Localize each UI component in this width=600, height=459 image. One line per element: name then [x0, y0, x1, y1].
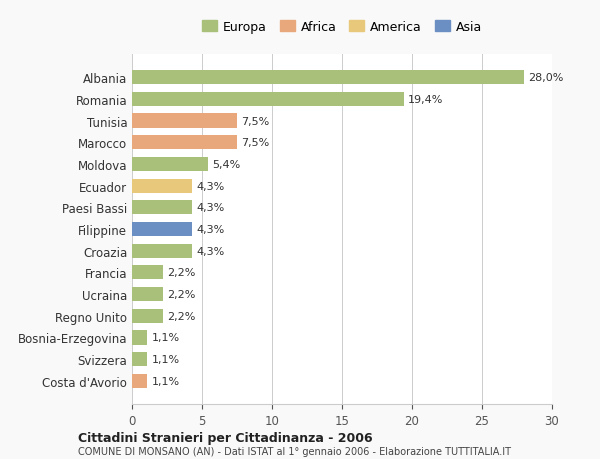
- Bar: [132, 266, 163, 280]
- Text: 19,4%: 19,4%: [408, 95, 443, 105]
- Text: 4,3%: 4,3%: [196, 224, 224, 235]
- Text: 5,4%: 5,4%: [212, 160, 240, 169]
- Text: 4,3%: 4,3%: [196, 181, 224, 191]
- Bar: [132, 309, 163, 323]
- Text: 2,2%: 2,2%: [167, 290, 196, 299]
- Bar: [132, 287, 163, 302]
- Text: 4,3%: 4,3%: [196, 203, 224, 213]
- Bar: [132, 223, 192, 236]
- Text: 1,1%: 1,1%: [152, 333, 180, 343]
- Bar: [132, 353, 148, 366]
- Text: 4,3%: 4,3%: [196, 246, 224, 256]
- Text: 1,1%: 1,1%: [152, 354, 180, 364]
- Bar: [132, 93, 404, 106]
- Text: Cittadini Stranieri per Cittadinanza - 2006: Cittadini Stranieri per Cittadinanza - 2…: [78, 431, 373, 444]
- Bar: [132, 136, 237, 150]
- Bar: [132, 244, 192, 258]
- Bar: [132, 114, 237, 129]
- Bar: [132, 179, 192, 193]
- Text: 2,2%: 2,2%: [167, 311, 196, 321]
- Legend: Europa, Africa, America, Asia: Europa, Africa, America, Asia: [197, 16, 487, 39]
- Bar: [132, 374, 148, 388]
- Bar: [132, 157, 208, 172]
- Text: 7,5%: 7,5%: [241, 138, 269, 148]
- Text: 28,0%: 28,0%: [528, 73, 563, 83]
- Text: COMUNE DI MONSANO (AN) - Dati ISTAT al 1° gennaio 2006 - Elaborazione TUTTITALIA: COMUNE DI MONSANO (AN) - Dati ISTAT al 1…: [78, 447, 511, 456]
- Text: 7,5%: 7,5%: [241, 116, 269, 126]
- Bar: [132, 71, 524, 85]
- Bar: [132, 201, 192, 215]
- Text: 2,2%: 2,2%: [167, 268, 196, 278]
- Text: 1,1%: 1,1%: [152, 376, 180, 386]
- Bar: [132, 330, 148, 345]
